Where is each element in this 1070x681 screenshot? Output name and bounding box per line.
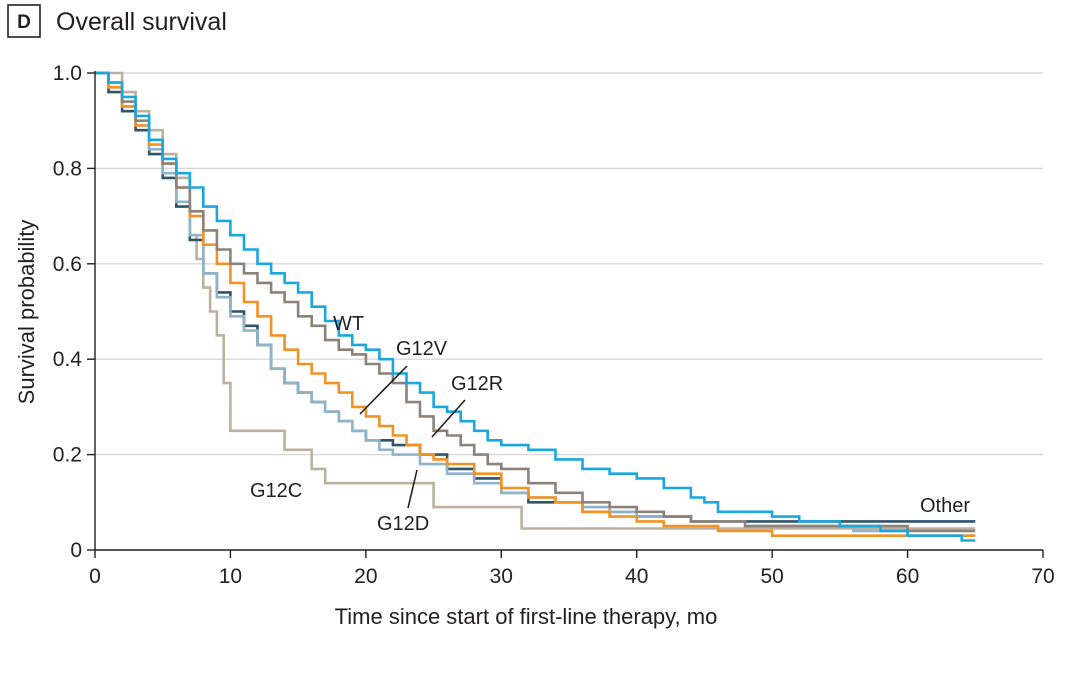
y-tick-label-2: 0.4 <box>53 348 83 371</box>
y-tick-label-4: 0.8 <box>53 157 82 180</box>
series-label-g12r: G12R <box>451 373 503 395</box>
series-label-g12d: G12D <box>377 513 429 535</box>
y-axis-title: Survival probability <box>14 220 39 405</box>
leader-line-g12r <box>431 399 466 438</box>
series-lines <box>95 71 976 542</box>
x-axis-title: Time since start of first-line therapy, … <box>335 604 718 629</box>
y-tick-label-5: 1.0 <box>53 62 82 85</box>
series-label-other: Other <box>920 495 970 517</box>
series-line-g12d <box>95 71 976 537</box>
x-tick-label-0: 0 <box>89 565 101 588</box>
x-tick-label-2: 20 <box>354 565 377 588</box>
series-label-g12v: G12V <box>396 338 448 360</box>
axes: 0 10 20 30 40 50 60 70 0 0.2 0.4 0.6 0.8 1.0 <box>53 62 1055 588</box>
series-label-wt: WT <box>333 313 364 335</box>
x-tick-label-7: 70 <box>1031 565 1054 588</box>
y-tick-label-3: 0.6 <box>53 253 82 276</box>
panel-title: Overall survival <box>56 8 227 36</box>
series-line-g12v <box>95 71 976 537</box>
leader-line-g12d <box>407 469 418 509</box>
panel-letter: D <box>17 12 31 33</box>
series-line-wt <box>95 71 976 542</box>
x-tick-label-3: 30 <box>490 565 513 588</box>
y-tick-label-1: 0.2 <box>53 444 82 467</box>
x-tick-label-4: 40 <box>625 565 648 588</box>
x-tick-label-6: 60 <box>896 565 919 588</box>
x-tick-label-5: 50 <box>760 565 783 588</box>
series-line-g12c <box>95 71 976 530</box>
leader-line-g12v <box>359 365 408 415</box>
x-tick-label-1: 10 <box>219 565 242 588</box>
series-line-g12r <box>95 71 976 533</box>
y-tick-label-0: 0 <box>70 539 82 562</box>
series-label-g12c: G12C <box>250 480 302 502</box>
gridlines <box>95 72 1043 456</box>
panel-letter-box <box>7 4 41 38</box>
